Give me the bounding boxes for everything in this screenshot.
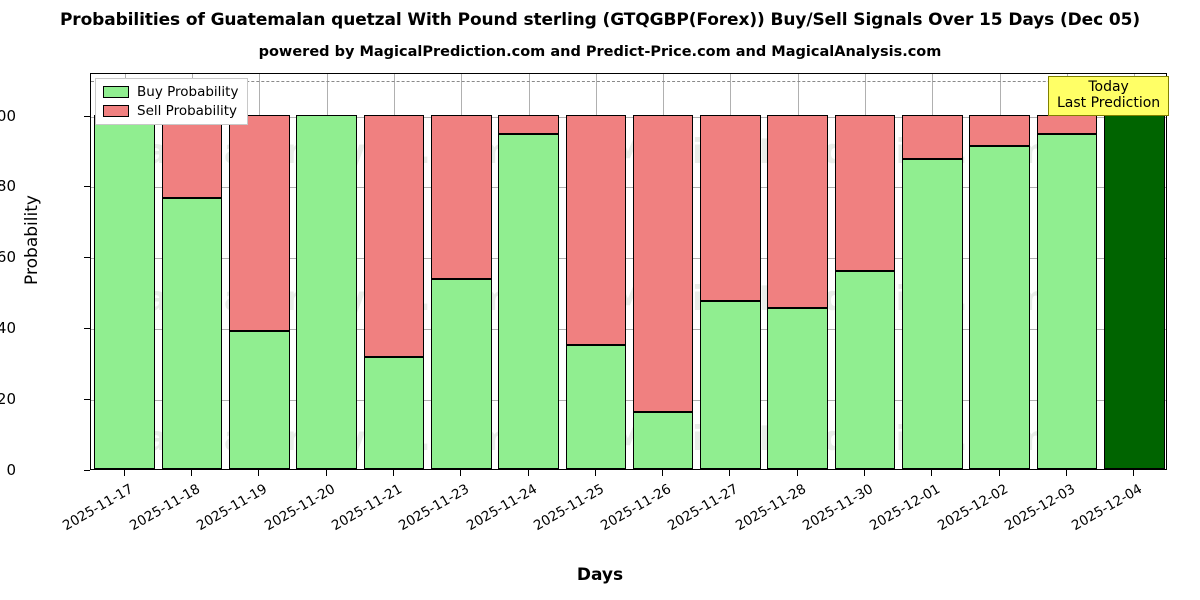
bar-segment-buy[interactable] <box>969 146 1030 469</box>
bar-group[interactable] <box>228 114 290 469</box>
x-tick-mark <box>258 470 260 476</box>
bar-segment-sell[interactable] <box>902 114 963 159</box>
x-tick-mark <box>325 470 327 476</box>
chart-legend: Buy Probability Sell Probability <box>95 78 249 125</box>
bar-segment-buy[interactable] <box>767 307 829 469</box>
bar-segment-sell[interactable] <box>363 114 425 358</box>
bar-group[interactable] <box>632 114 694 469</box>
bar-group[interactable] <box>700 114 761 469</box>
bar-group[interactable] <box>565 114 627 469</box>
gridline-horizontal <box>91 258 1166 260</box>
bar-group[interactable] <box>498 114 559 469</box>
y-tick-mark <box>84 399 90 401</box>
reference-line <box>91 81 1166 83</box>
bar-segment-sell[interactable] <box>834 114 896 271</box>
bar-segment-buy[interactable] <box>902 158 963 469</box>
bar-group[interactable] <box>161 114 223 469</box>
bar-segment-buy[interactable] <box>565 344 627 469</box>
bar-segment-buy[interactable] <box>161 197 223 469</box>
y-tick-mark <box>84 115 90 117</box>
y-tick-mark <box>84 186 90 188</box>
bar-segment-sell[interactable] <box>430 114 492 280</box>
x-tick-mark <box>931 470 933 476</box>
gridline-horizontal <box>91 400 1166 402</box>
x-tick-mark <box>864 470 866 476</box>
bar-segment-buy[interactable] <box>94 114 155 469</box>
y-tick-label: 40 <box>0 319 16 338</box>
x-tick-mark <box>527 470 529 476</box>
chart-subtitle: powered by MagicalPrediction.com and Pre… <box>258 44 942 60</box>
bar-segment-sell[interactable] <box>969 114 1030 147</box>
bar-segment-buy[interactable] <box>498 134 559 469</box>
y-tick-mark <box>84 470 90 471</box>
legend-label: Buy Probability <box>137 84 239 100</box>
bar-segment-sell[interactable] <box>632 114 694 413</box>
bar-segment-sell[interactable] <box>498 114 559 135</box>
x-tick-mark <box>1133 470 1135 476</box>
x-tick-mark <box>460 470 462 476</box>
plot-area: MagicalAnalysis.comMagicalPrediction.com… <box>90 73 1167 470</box>
legend-swatch-buy <box>103 86 129 98</box>
x-axis-label: Days <box>576 565 624 585</box>
bar-segment-sell[interactable] <box>565 114 627 345</box>
bar-group[interactable] <box>834 114 896 469</box>
y-tick-label: 0 <box>6 461 16 479</box>
today-label-line2: Last Prediction <box>1057 94 1161 111</box>
gridline-horizontal <box>91 329 1166 331</box>
bar-group[interactable] <box>969 114 1030 469</box>
page-title: Probabilities of Guatemalan quetzal With… <box>59 10 1141 30</box>
bar-segment-buy[interactable] <box>632 412 694 469</box>
x-tick-mark <box>190 470 192 476</box>
bar-segment-buy[interactable] <box>834 270 896 469</box>
bar-group[interactable] <box>902 114 963 469</box>
bar-segment-buy[interactable] <box>228 330 290 469</box>
x-tick-mark <box>392 470 394 476</box>
bar-segment-sell[interactable] <box>1036 114 1098 135</box>
legend-item: Sell Probability <box>103 103 238 119</box>
y-tick-label: 20 <box>0 390 16 409</box>
y-tick-label: 60 <box>0 248 16 267</box>
gridline-horizontal <box>91 187 1166 189</box>
bar-segment-buy[interactable] <box>363 357 425 469</box>
y-axis-label: Probability <box>22 195 42 285</box>
bar-group[interactable] <box>363 114 425 469</box>
x-tick-mark <box>1066 470 1068 476</box>
y-tick-mark <box>84 257 90 259</box>
bar-segment-sell[interactable] <box>767 114 829 308</box>
y-tick-label: 100 <box>0 106 16 125</box>
legend-label: Sell Probability <box>137 103 238 119</box>
x-tick-mark <box>729 470 731 476</box>
legend-swatch-sell <box>103 105 129 117</box>
y-tick-mark <box>84 328 90 330</box>
bar-segment-today[interactable] <box>1104 114 1165 469</box>
x-tick-mark <box>662 470 664 476</box>
x-tick-mark <box>998 470 1000 476</box>
bar-segment-sell[interactable] <box>161 114 223 198</box>
x-tick-mark <box>796 470 798 476</box>
today-label-line1: Today <box>1088 79 1129 95</box>
bar-segment-buy[interactable] <box>1036 134 1098 469</box>
bar-group[interactable] <box>296 114 357 469</box>
bar-segment-sell[interactable] <box>228 114 290 331</box>
y-tick-label: 80 <box>0 177 16 196</box>
legend-item: Buy Probability <box>103 84 238 100</box>
bar-segment-buy[interactable] <box>296 114 357 469</box>
bar-segment-buy[interactable] <box>430 279 492 469</box>
x-tick-mark <box>123 470 125 476</box>
bar-group[interactable] <box>767 114 829 469</box>
bar-segment-sell[interactable] <box>700 114 761 301</box>
bar-segment-buy[interactable] <box>700 300 761 469</box>
bar-group[interactable] <box>1104 114 1165 469</box>
gridline-horizontal <box>91 116 1166 118</box>
bar-group[interactable] <box>94 114 155 469</box>
x-tick-mark <box>594 470 596 476</box>
bar-group[interactable] <box>430 114 492 469</box>
bar-group[interactable] <box>1036 114 1098 469</box>
today-annotation: Today Last Prediction <box>1048 76 1170 117</box>
